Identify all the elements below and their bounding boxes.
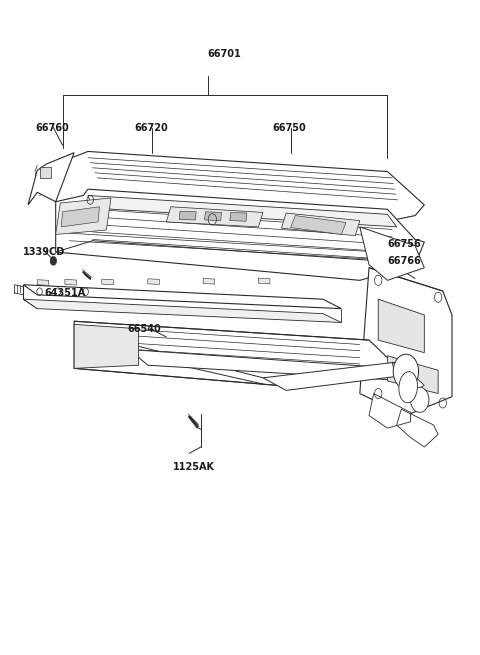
Polygon shape xyxy=(387,356,438,394)
Polygon shape xyxy=(369,394,410,428)
Polygon shape xyxy=(291,215,346,234)
Text: 1125AK: 1125AK xyxy=(173,462,215,472)
Polygon shape xyxy=(281,213,360,236)
Text: 1339CD: 1339CD xyxy=(24,247,66,257)
Polygon shape xyxy=(148,279,159,284)
Circle shape xyxy=(50,257,57,265)
Polygon shape xyxy=(65,280,76,285)
Text: 64351A: 64351A xyxy=(44,288,85,298)
Text: 66756: 66756 xyxy=(387,240,421,250)
Ellipse shape xyxy=(393,354,419,389)
Polygon shape xyxy=(56,151,424,227)
Ellipse shape xyxy=(399,371,418,403)
Polygon shape xyxy=(203,278,215,284)
Bar xyxy=(39,166,51,178)
Polygon shape xyxy=(392,362,424,394)
Polygon shape xyxy=(258,278,270,284)
Ellipse shape xyxy=(410,387,429,413)
Polygon shape xyxy=(24,299,341,322)
Text: 66720: 66720 xyxy=(134,122,168,132)
Text: 66766: 66766 xyxy=(387,256,421,266)
Polygon shape xyxy=(74,321,396,385)
Text: 66701: 66701 xyxy=(208,49,241,59)
Polygon shape xyxy=(56,189,424,280)
Text: 66540: 66540 xyxy=(127,324,161,334)
Text: 66760: 66760 xyxy=(35,122,69,132)
Polygon shape xyxy=(204,212,222,221)
Polygon shape xyxy=(61,207,99,227)
Polygon shape xyxy=(130,350,410,381)
Polygon shape xyxy=(360,268,452,415)
Polygon shape xyxy=(166,207,263,227)
Polygon shape xyxy=(263,362,410,390)
Polygon shape xyxy=(230,212,247,221)
Polygon shape xyxy=(88,195,396,227)
Polygon shape xyxy=(37,280,49,286)
Polygon shape xyxy=(179,211,196,220)
Polygon shape xyxy=(28,153,74,205)
Polygon shape xyxy=(378,299,424,352)
Text: 66750: 66750 xyxy=(272,122,306,132)
Polygon shape xyxy=(74,324,139,368)
Polygon shape xyxy=(360,227,424,280)
Polygon shape xyxy=(24,285,341,309)
Polygon shape xyxy=(102,279,113,285)
Polygon shape xyxy=(56,198,111,234)
